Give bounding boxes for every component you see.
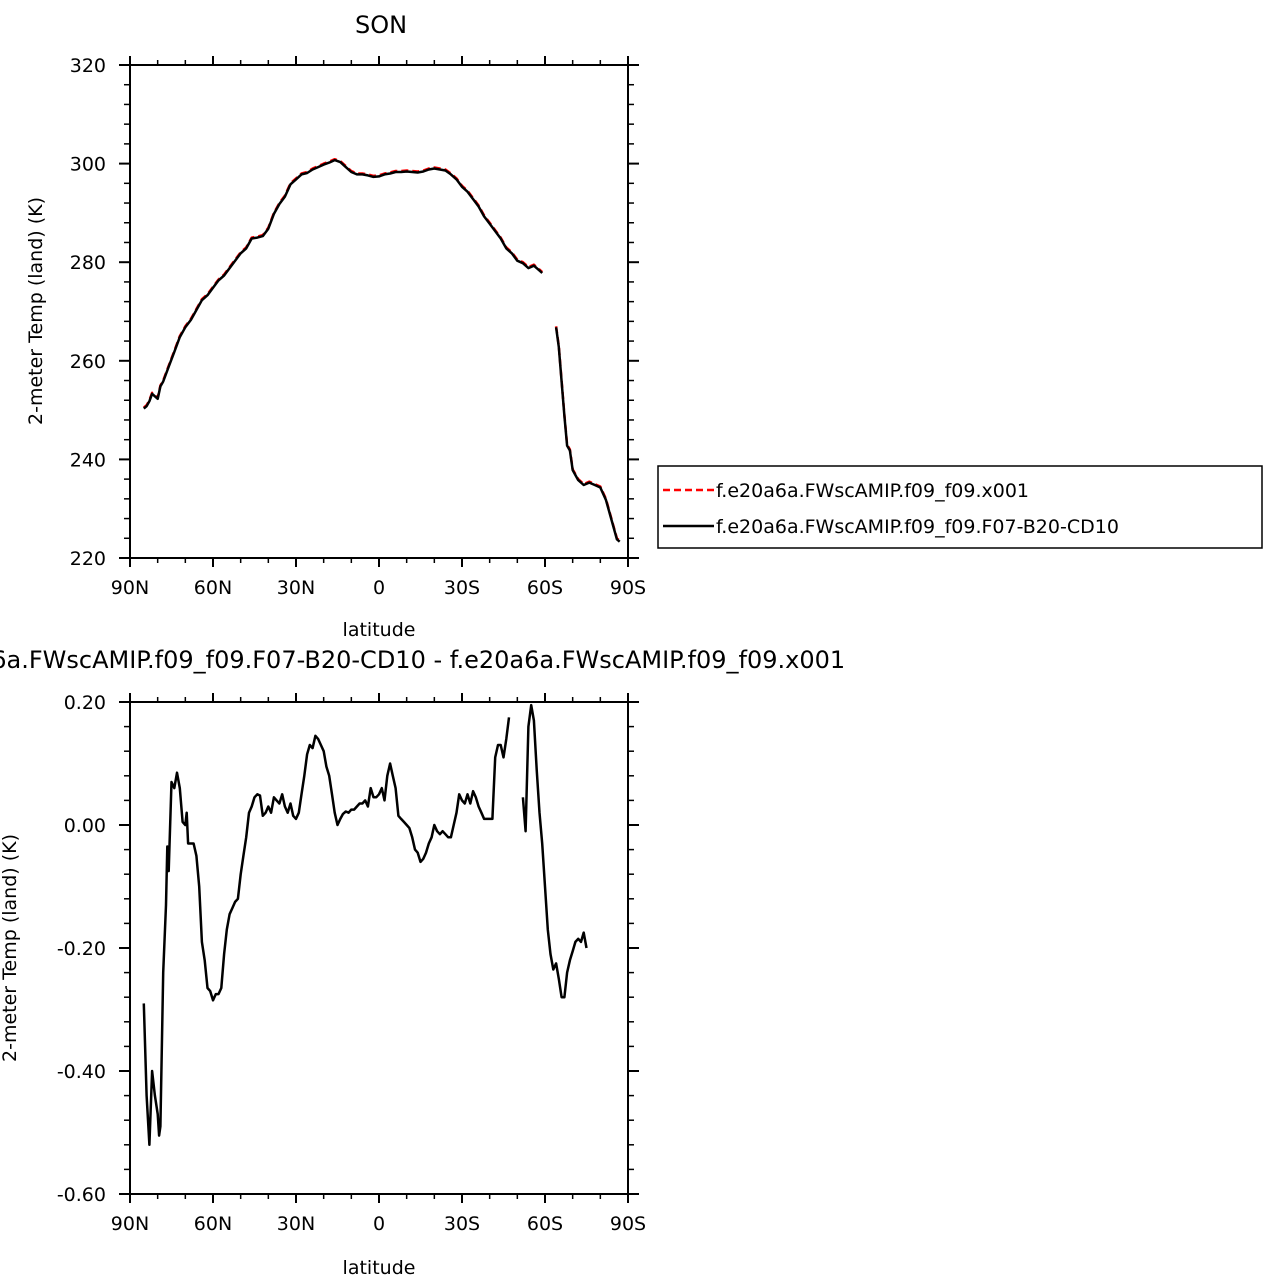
bottom-series-0-line	[521, 703, 588, 999]
top-title: SON	[355, 11, 407, 39]
top-ytick-label: 220	[70, 548, 106, 570]
top-ytick-label: 260	[70, 351, 106, 373]
bottom-series-0-line	[142, 717, 511, 1147]
top-ytick-label: 320	[70, 55, 106, 77]
bottom-xtick-label: 60N	[194, 1213, 232, 1235]
top-ytick-label: 300	[70, 154, 106, 176]
bottom-ytick-label: -0.60	[57, 1184, 106, 1206]
bottom-xtick-label: 30S	[444, 1213, 480, 1235]
top-series-1-line	[142, 158, 544, 410]
legend: f.e20a6a.FWscAMIP.f09_f09.x001 f.e20a6a.…	[657, 465, 1263, 549]
top-xtick-label: 0	[373, 577, 385, 599]
bottom-plot-frame	[129, 701, 629, 1195]
bottom-xlabel: latitude	[343, 1257, 416, 1279]
top-plot-frame	[129, 64, 629, 559]
top-xtick-label: 90S	[610, 577, 646, 599]
bottom-ylabel: 2-meter Temp (land) (K)	[0, 834, 21, 1062]
top-xlabel: latitude	[343, 619, 416, 641]
top-ytick-label: 280	[70, 252, 106, 274]
top-xtick-label: 60N	[194, 577, 232, 599]
top-xtick-label: 90N	[111, 577, 149, 599]
top-ticks: 90N 60N 30N 0 30S 60S 90S 220 240 260 280 300 320	[70, 55, 646, 599]
bottom-ytick-label: 0.20	[64, 692, 106, 714]
bottom-ticks: 90N 60N 30N 0 30S 60S 90S -0.60 -0.40 -0.20 0.00 0.…	[57, 692, 646, 1235]
top-xtick-label: 60S	[527, 577, 563, 599]
top-ylabel: 2-meter Temp (land) (K)	[25, 197, 47, 425]
bottom-ytick-label: -0.40	[57, 1061, 106, 1083]
legend-box	[657, 465, 1263, 549]
bottom-xtick-label: 90S	[610, 1213, 646, 1235]
bottom-xtick-label: 30N	[277, 1213, 315, 1235]
top-series-1-line	[554, 327, 621, 543]
legend-label-0: f.e20a6a.FWscAMIP.f09_f09.x001	[716, 480, 1029, 502]
bottom-xtick-label: 90N	[111, 1213, 149, 1235]
bottom-title: f.e20a6a.FWscAMIP.f09_f09.F07-B20-CD10 -…	[0, 646, 845, 674]
bottom-ytick-label: -0.20	[57, 938, 106, 960]
top-ytick-label: 240	[70, 449, 106, 471]
top-series-0-line	[142, 157, 544, 409]
bottom-xtick-label: 0	[373, 1213, 385, 1235]
bottom-ytick-label: 0.00	[64, 815, 106, 837]
bottom-xtick-label: 60S	[527, 1213, 563, 1235]
bottom-panel: f.e20a6a.FWscAMIP.f09_f09.F07-B20-CD10 -…	[0, 646, 845, 1279]
top-xtick-label: 30N	[277, 577, 315, 599]
legend-label-1: f.e20a6a.FWscAMIP.f09_f09.F07-B20-CD10	[716, 516, 1119, 538]
top-xtick-label: 30S	[444, 577, 480, 599]
bottom-lines	[142, 703, 588, 1147]
top-lines	[142, 157, 621, 543]
top-panel: SON 90N 60N 30N 0 30S 60S 90S 220 240 260 280 300 32…	[25, 11, 646, 641]
